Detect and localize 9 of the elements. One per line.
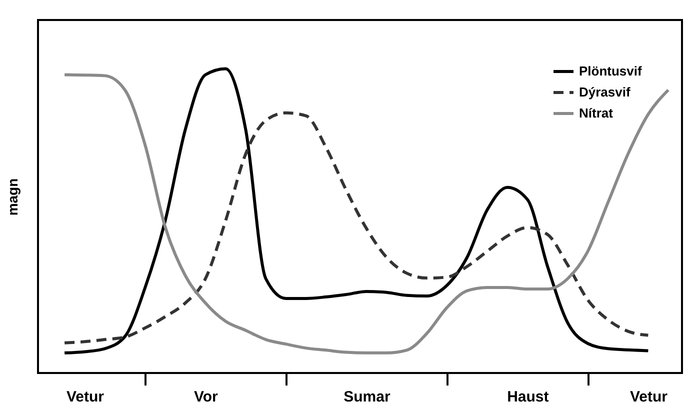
legend-label: Nítrat — [579, 106, 614, 120]
x-tick-label: Vor — [194, 388, 218, 406]
x-tick-label: Vetur — [630, 388, 668, 406]
x-tick-label: Sumar — [344, 388, 390, 406]
y-axis-title: magn — [4, 178, 20, 216]
x-tick-label: Haust — [507, 388, 549, 406]
legend-label: Dýrasvif — [579, 84, 631, 100]
x-tick-label: Vetur — [66, 388, 104, 406]
legend-label: Plöntusvif — [579, 64, 643, 78]
